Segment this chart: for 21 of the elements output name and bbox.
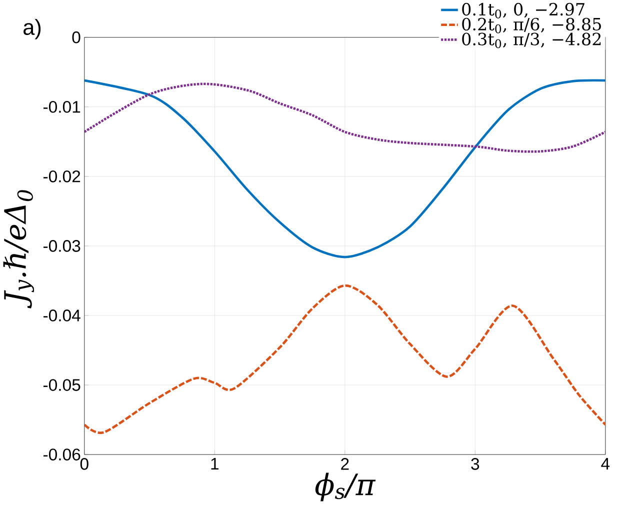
y-tick-label: -0.03	[43, 240, 80, 252]
legend-label: 0.3t$_{0}$, π/3, −4.82	[462, 32, 601, 48]
y-tick-label: -0.01	[43, 101, 80, 113]
y-tick-label: 0	[72, 32, 80, 44]
legend-label: 0.1t$_{0}$, 0, −2.97	[462, 3, 584, 18]
x-tick-label: 1	[211, 458, 218, 470]
line-series	[84, 82, 606, 153]
legend-label: 0.2t$_{0}$, π/6, −8.85	[462, 18, 601, 34]
text: a)	[24, 19, 41, 40]
x-tick-label: 3	[471, 458, 480, 470]
line-series	[84, 284, 606, 434]
x-tick-label: 4	[601, 458, 610, 470]
x-tick-label: 0	[80, 458, 88, 470]
y-tick-label: -0.02	[43, 170, 80, 182]
line-series	[84, 79, 606, 258]
y-tick-label: -0.05	[43, 379, 80, 392]
x-tick-label: 2	[341, 458, 349, 470]
x-axis-title: ϕ$_{s}$/π	[315, 472, 376, 502]
y-tick-label: -0.06	[43, 448, 80, 461]
y-tick-label: -0.04	[43, 310, 80, 322]
y-axis-title: J$_{y}$.ℏ/eΔ$_{0}$	[3, 190, 34, 308]
